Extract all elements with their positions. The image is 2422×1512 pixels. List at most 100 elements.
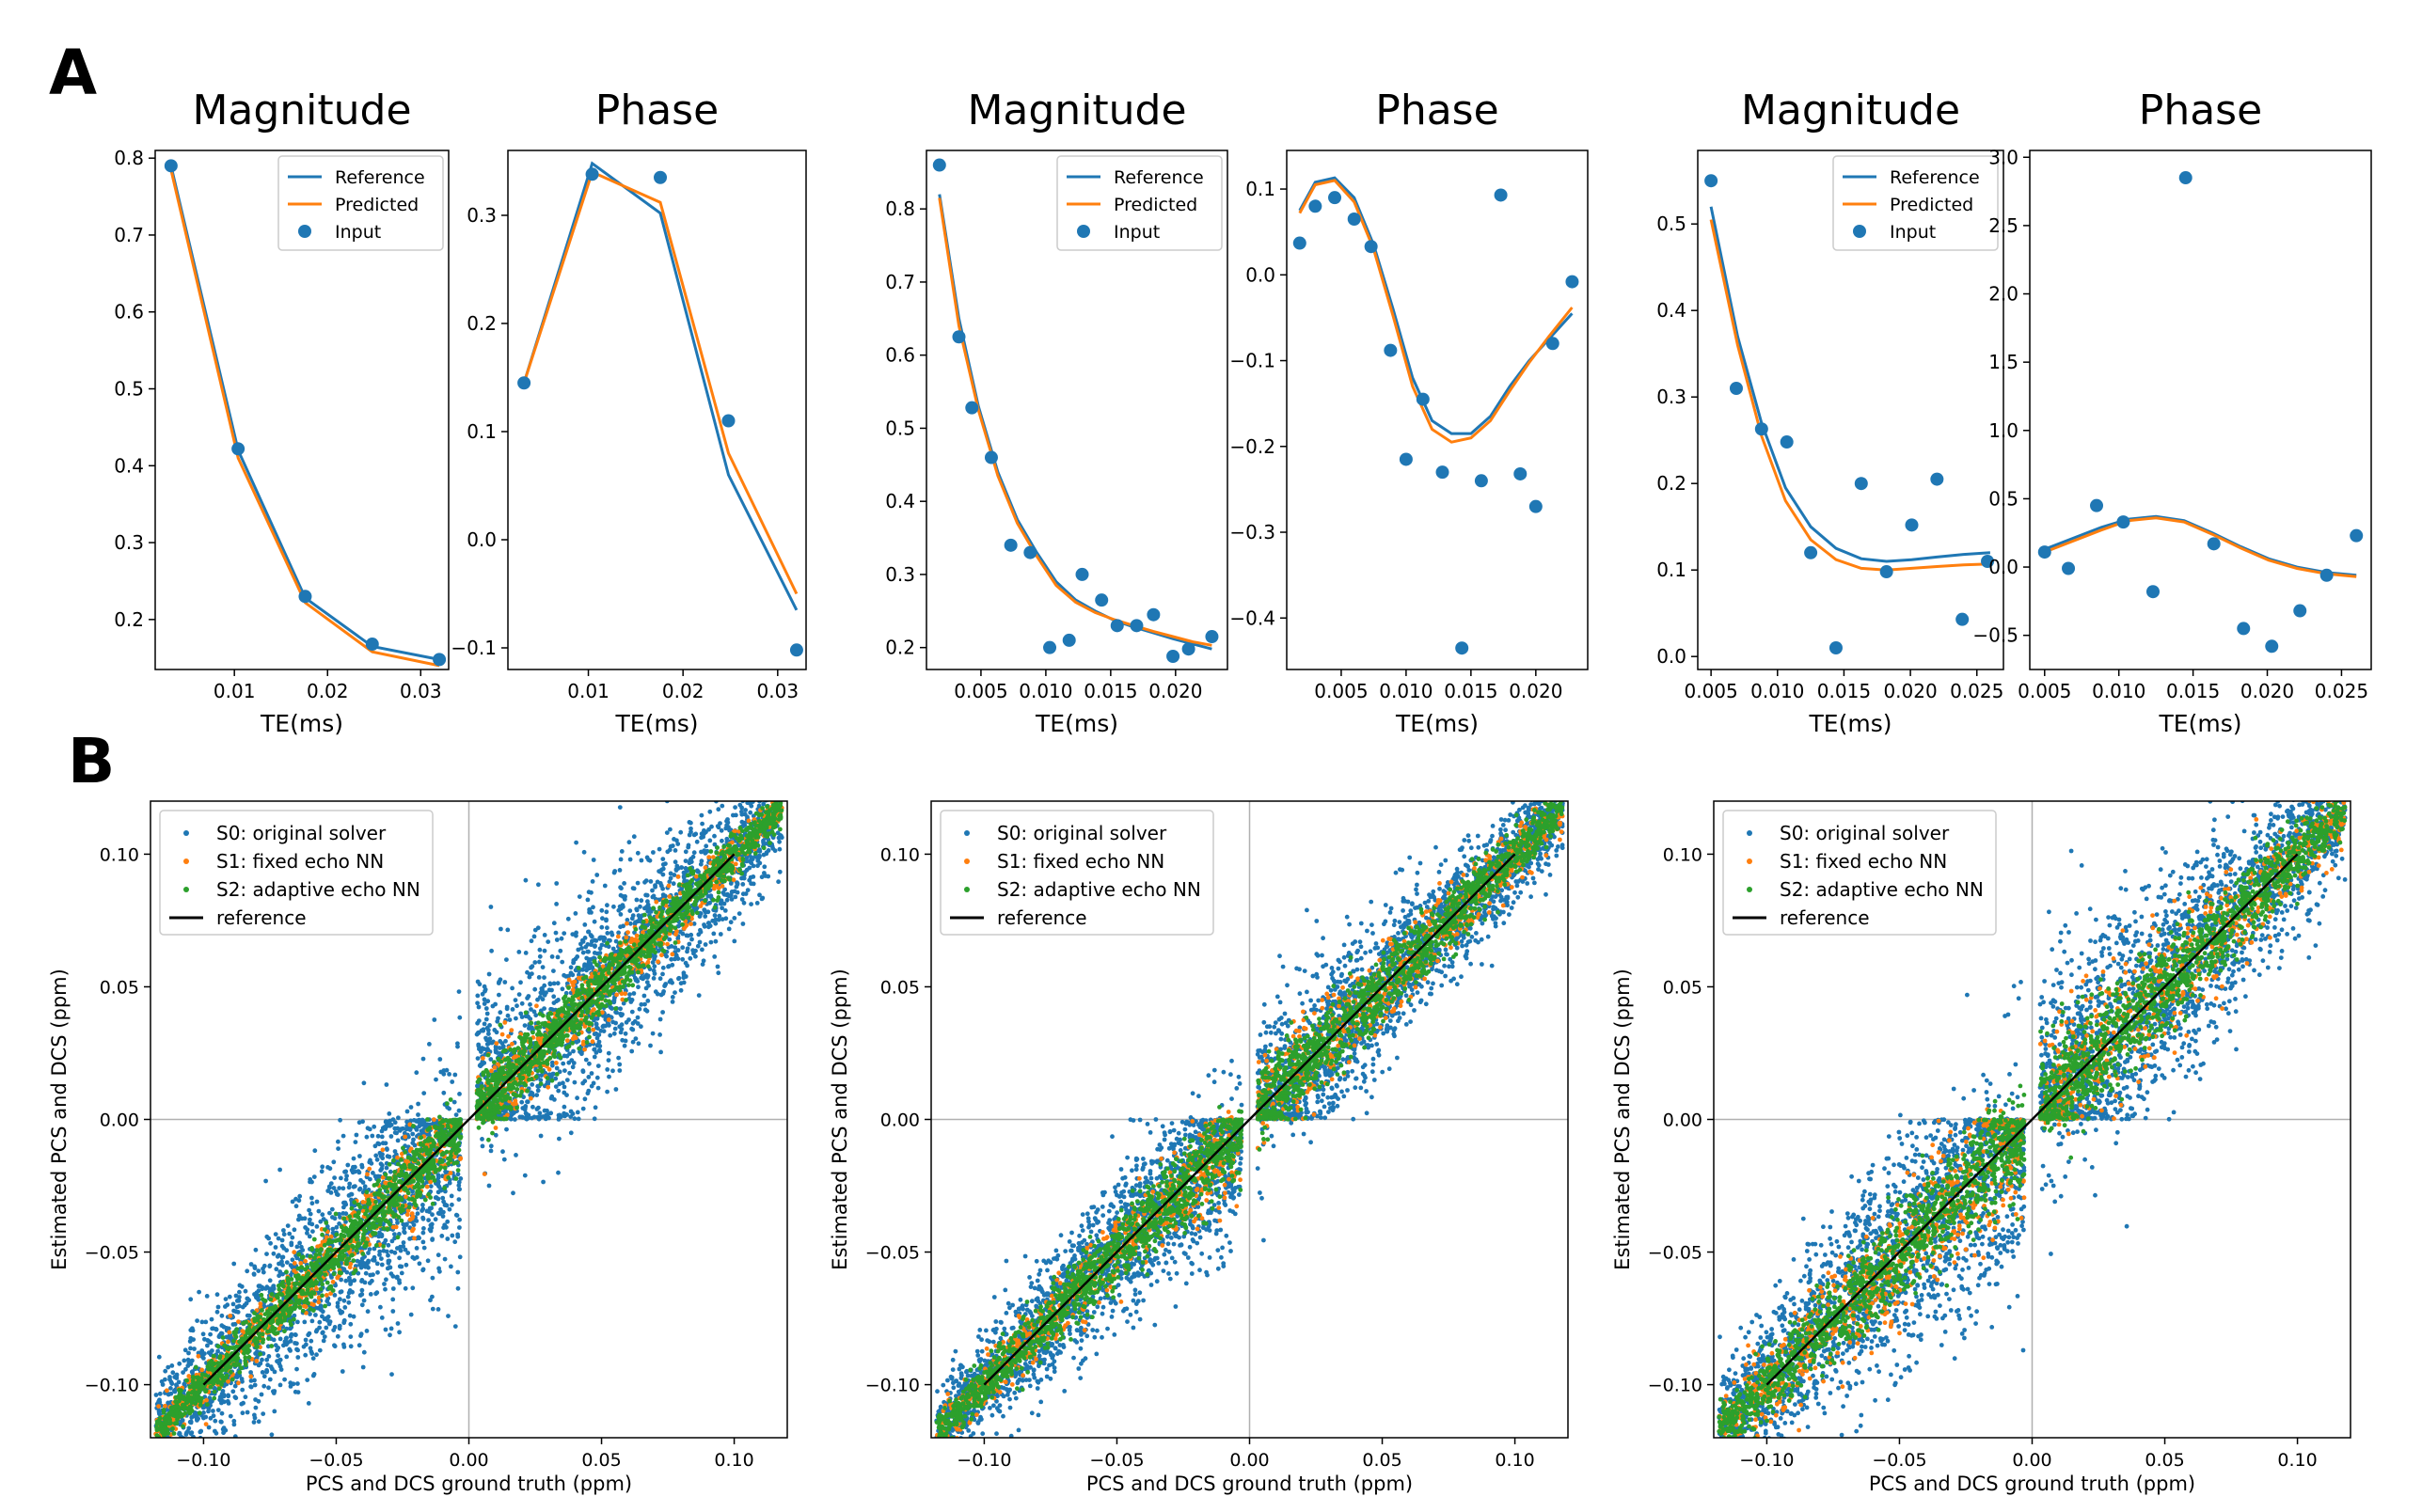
scatter-point (687, 941, 692, 947)
scatter-point (608, 1032, 613, 1038)
scatter-point (619, 1013, 624, 1018)
scatter-point (404, 1126, 409, 1130)
scatter-point (342, 1305, 348, 1310)
scatter-point (686, 933, 690, 938)
scatter-point (564, 1093, 569, 1097)
x-axis-label: TE(ms) (1809, 710, 1892, 737)
scatter-point (635, 1021, 641, 1026)
scatter-point (564, 1078, 570, 1082)
scatter-point (427, 1042, 432, 1047)
scatter-point (354, 1132, 359, 1138)
scatter-point (618, 1006, 623, 1012)
y-tick-label: 1.5 (1988, 351, 2018, 373)
scatter-point (404, 1221, 409, 1227)
scatter-point (589, 910, 594, 915)
scatter-point (408, 1312, 414, 1317)
scatter-point (502, 980, 508, 984)
input-point (1181, 642, 1195, 656)
input-point (1435, 465, 1449, 480)
scatter-point (445, 1236, 451, 1241)
scatter-point (623, 894, 627, 899)
scatter-point (356, 1170, 362, 1175)
scatter-point (167, 1375, 172, 1379)
scatter-point (681, 975, 687, 981)
scatter-point (474, 1032, 480, 1037)
scatter-point (536, 882, 541, 888)
scatter-point (453, 1212, 459, 1218)
scatter-point (403, 1134, 408, 1140)
scatter-point (372, 1254, 377, 1260)
scatter-point (629, 998, 635, 1002)
scatter-point (347, 1181, 353, 1187)
scatter-point (590, 1039, 595, 1045)
scatter-point (532, 960, 538, 965)
scatter-point (327, 1210, 332, 1216)
scatter-point (529, 1095, 533, 1101)
scatter-point (430, 1212, 435, 1218)
input-point (1062, 633, 1076, 647)
scatter-point (610, 1068, 615, 1074)
scatter-point (256, 1398, 261, 1404)
scatter-point (410, 1131, 416, 1137)
input-point (433, 653, 447, 667)
scatter-point (707, 809, 713, 814)
scatter-point (749, 902, 753, 906)
scatter-point (634, 933, 640, 938)
scatter-point (297, 1193, 303, 1199)
scatter-point (430, 1275, 435, 1281)
scatter-point (328, 1190, 334, 1195)
scatter-point (519, 1015, 525, 1019)
scatter-point (554, 1065, 560, 1071)
scatter-point (666, 883, 672, 889)
scatter-point (316, 1299, 322, 1305)
scatter-point (232, 1434, 238, 1438)
x-tick-label: 0.02 (662, 680, 704, 702)
scatter-point (635, 850, 641, 856)
x-tick-label: 0.020 (1509, 680, 1562, 702)
scatter-point (530, 971, 534, 976)
scatter-point (325, 1165, 330, 1170)
scatter-point (208, 1340, 214, 1346)
scatter-point (721, 901, 727, 906)
scatter-point (562, 1068, 567, 1073)
scatter-point (340, 1186, 346, 1191)
scatter-point (456, 1183, 462, 1189)
x-tick-label: 0.020 (1148, 680, 1202, 702)
scatter-point (163, 1403, 167, 1409)
scatter-point (392, 1232, 397, 1236)
reference-line (1709, 206, 1990, 563)
scatter-point (732, 916, 737, 921)
scatter-point (312, 1148, 318, 1154)
scatter-point (365, 1309, 371, 1315)
input-point (517, 376, 531, 390)
scatter-point (289, 1242, 294, 1248)
scatter-point (664, 953, 669, 959)
scatter-point (177, 1361, 182, 1366)
scatter-point (318, 1219, 324, 1224)
scatter-point (623, 1031, 628, 1036)
input-point (1704, 174, 1718, 188)
scatter-point (711, 931, 717, 937)
input-point (1110, 619, 1124, 633)
scatter-point (697, 939, 703, 945)
scatter-point (430, 1237, 435, 1242)
scatter-point (761, 801, 767, 807)
scatter-point (475, 1020, 480, 1026)
scatter-point (553, 1076, 559, 1081)
scatter-point (310, 1356, 316, 1361)
scatter-point (724, 897, 730, 903)
scatter-point (186, 1374, 192, 1378)
scatter-point (235, 1310, 241, 1315)
scatter-point (743, 808, 748, 812)
scatter-point (573, 911, 578, 916)
scatter-point (720, 803, 725, 809)
scatter-point (214, 1292, 220, 1298)
scatter-point (570, 1064, 576, 1070)
scatter-point (517, 1114, 523, 1120)
scatter-point (605, 1089, 609, 1095)
scatter-point (276, 1353, 280, 1359)
legend-swatch (298, 225, 311, 238)
scatter-point (666, 964, 672, 969)
input-point (1205, 630, 1219, 644)
